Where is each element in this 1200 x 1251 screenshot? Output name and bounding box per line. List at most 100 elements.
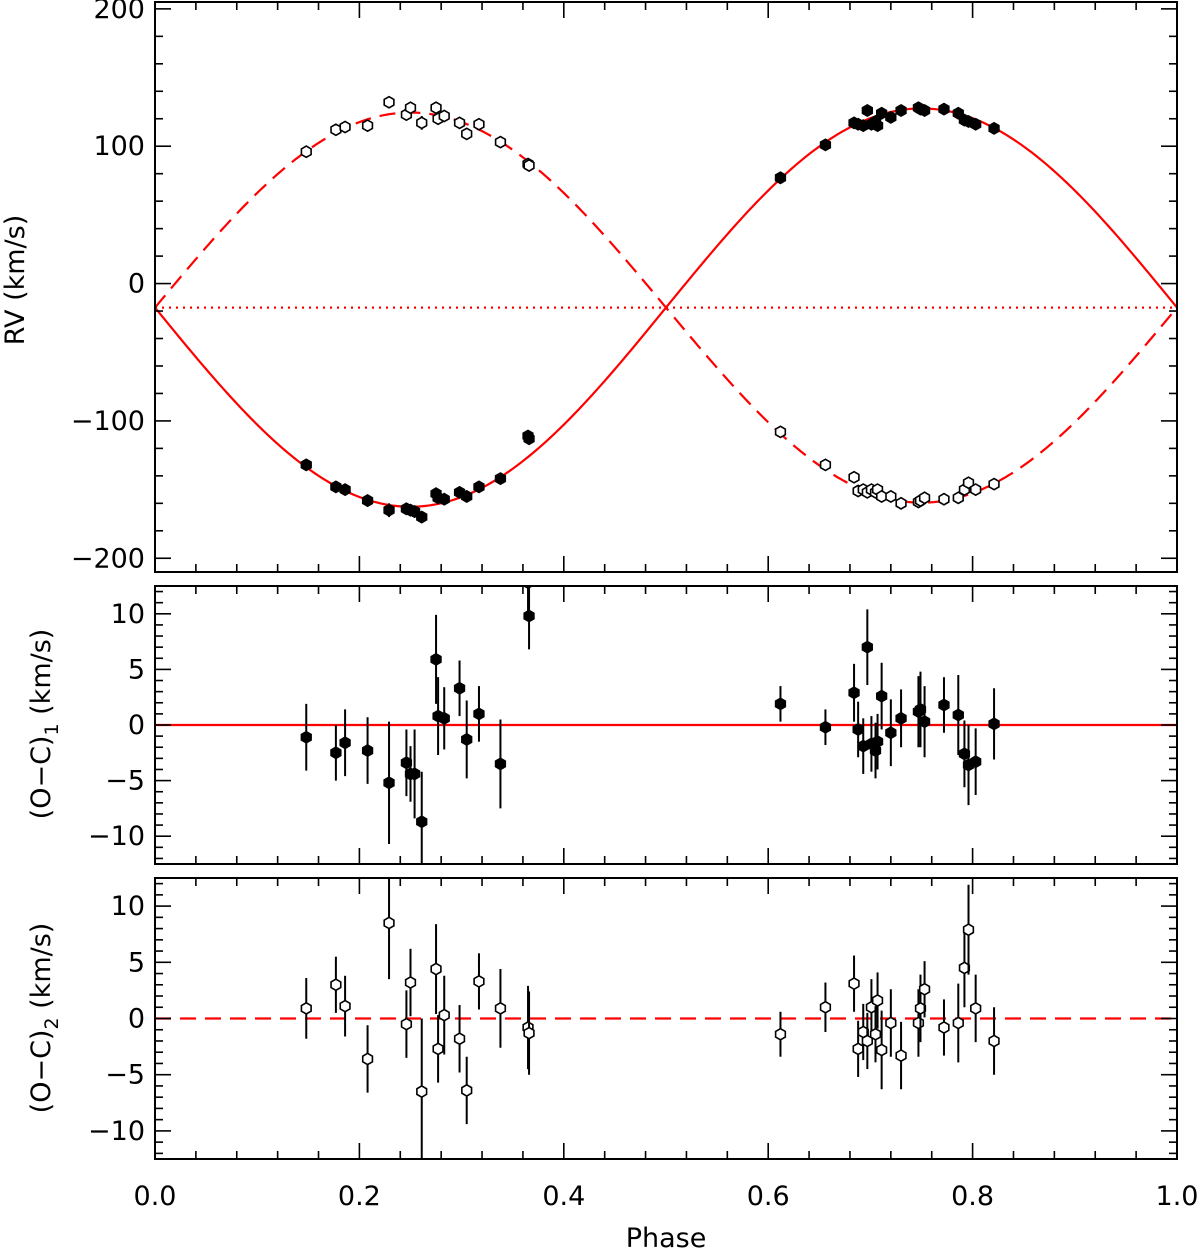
oc1-s0-point-8 <box>416 815 428 829</box>
oc2-ylabel-unit: (km/s) <box>26 923 57 1018</box>
rv-s1-point-8 <box>430 101 442 115</box>
oc2-s0-point-27 <box>885 1016 897 1030</box>
oc2-s0-point-25 <box>871 993 884 1008</box>
oc2-s0-point-16 <box>523 1026 535 1040</box>
oc1-s0-point-3 <box>361 744 374 758</box>
oc1-s0-point-21 <box>852 722 864 736</box>
x-tick-label: 0.2 <box>338 1181 381 1212</box>
rv-s0-point-19 <box>819 138 832 152</box>
oc1-s0-point-37 <box>970 755 982 769</box>
oc2-s0-point-5 <box>400 1017 413 1031</box>
oc2-s0-point-37 <box>988 1034 1000 1048</box>
rv-s1-point-6 <box>404 101 417 115</box>
x-tick-label: 0.0 <box>134 1181 177 1212</box>
rv-s1-point-2 <box>339 120 351 134</box>
oc1-ylabel-main: (O−C) <box>26 736 57 820</box>
oc1-s0-point-19 <box>819 720 832 734</box>
oc2-s0-point-4 <box>383 916 395 930</box>
oc1-panel-marks <box>155 586 1177 864</box>
oc1-panel-axes: 10 5 0 −5 −10 <box>88 585 1178 865</box>
oc1-s0-point-20 <box>848 686 860 700</box>
rv-s0-point-4 <box>383 503 395 517</box>
rv-s1-point-7 <box>416 116 428 130</box>
rv-s1-point-11 <box>453 116 466 130</box>
rv-s0-point-11 <box>438 492 450 506</box>
rv-panel-axes: 200 100 0 −100 −200 <box>71 0 1178 574</box>
oc1-s0-point-2 <box>339 736 351 750</box>
oc1-s0-point-33 <box>938 698 950 712</box>
oc2-s0-point-14 <box>494 1001 507 1015</box>
oc2-s0-point-7 <box>416 1085 428 1099</box>
rv-s0-point-17 <box>523 432 535 446</box>
oc1-s0-point-17 <box>523 609 535 623</box>
oc1-s0-point-14 <box>473 707 485 721</box>
rv-s1-point-19 <box>848 470 860 484</box>
rv-s1-point-32 <box>938 492 950 506</box>
oc1-ytick-label: 0 <box>128 710 145 741</box>
rv-ytick-label: −200 <box>71 543 145 574</box>
oc2-s0-point-33 <box>952 1016 964 1030</box>
oc1-panel: 10 5 0 −5 −10 (O−C)1 (km/s) <box>26 585 1178 865</box>
oc2-ytick-label: 5 <box>128 947 145 978</box>
rv-panel-ylabel: RV (km/s) <box>0 215 31 346</box>
rv-ytick-label: 0 <box>128 269 145 300</box>
rv-s0-point-28 <box>885 110 897 124</box>
rv-s1-point-3 <box>361 119 374 133</box>
oc1-s0-point-9 <box>430 652 442 666</box>
oc1-s0-point-23 <box>861 640 873 654</box>
oc2-s0-point-10 <box>438 1008 450 1022</box>
rv-s0-point-3 <box>361 494 374 508</box>
x-tick-label: 0.8 <box>951 1181 994 1212</box>
oc2-s0-point-17 <box>774 1027 787 1041</box>
rv-panel: 200 100 0 −100 −200 RV (km/s) <box>0 0 1178 574</box>
oc1-ylabel-unit: (km/s) <box>26 629 57 724</box>
oc1-panel-ylabel: (O−C)1 (km/s) <box>26 629 63 820</box>
oc1-s0-point-18 <box>774 697 787 711</box>
x-tick-label: 0.4 <box>542 1181 585 1212</box>
rv-s1-point-0 <box>300 145 312 159</box>
rv-s0-point-32 <box>918 103 931 118</box>
oc2-ylabel-subscript: 2 <box>41 1017 63 1029</box>
oc2-s0-point-1 <box>330 978 342 992</box>
oc1-ytick-label: −10 <box>88 821 145 852</box>
oc1-s0-point-29 <box>895 711 907 725</box>
rv-s1-point-31 <box>918 491 931 505</box>
oc1-s0-point-34 <box>952 708 964 722</box>
rv-panel-marks <box>155 95 1177 524</box>
rv-s0-point-0 <box>300 458 312 472</box>
rv-ytick-label: 200 <box>93 0 145 25</box>
oc2-s0-point-12 <box>461 1083 473 1097</box>
rv-frame <box>154 1 1178 573</box>
oc1-s0-point-11 <box>438 711 450 725</box>
oc1-s0-point-27 <box>875 689 888 703</box>
oc2-s0-point-24 <box>869 1027 882 1041</box>
rv-s1-point-37 <box>988 477 1000 491</box>
oc2-panel: 10 5 0 −5 −10 (O−C)2 (km/s) <box>26 877 1178 1160</box>
rv-s1-point-14 <box>494 135 507 149</box>
oc2-s0-point-2 <box>339 999 351 1013</box>
oc1-s0-point-4 <box>383 776 395 790</box>
oc2-s0-point-32 <box>938 1020 950 1035</box>
x-tick-label: 1.0 <box>1156 1181 1199 1212</box>
oc1-s0-point-15 <box>494 757 507 771</box>
oc2-s0-point-19 <box>848 977 860 991</box>
oc2-s0-point-31 <box>918 982 931 996</box>
oc2-s0-point-35 <box>962 923 975 937</box>
oc2-s0-point-20 <box>852 1042 864 1056</box>
rv-s0-point-13 <box>461 489 473 503</box>
rv-s1-point-18 <box>819 458 832 472</box>
rv-s0-point-23 <box>861 103 873 118</box>
oc1-s0-point-28 <box>885 726 897 740</box>
rv-ytick-label: −100 <box>71 406 145 437</box>
rv-s0-point-15 <box>494 472 507 486</box>
oc1-ytick-label: −5 <box>105 766 145 797</box>
rv-s0-point-29 <box>895 103 907 118</box>
rv-s0-point-8 <box>416 510 428 524</box>
x-tick-label: 0.6 <box>747 1181 790 1212</box>
oc2-panel-ylabel: (O−C)2 (km/s) <box>26 923 63 1114</box>
oc2-s0-point-8 <box>430 962 442 976</box>
oc2-s0-point-3 <box>361 1052 374 1066</box>
oc2-ytick-label: 10 <box>111 891 145 922</box>
